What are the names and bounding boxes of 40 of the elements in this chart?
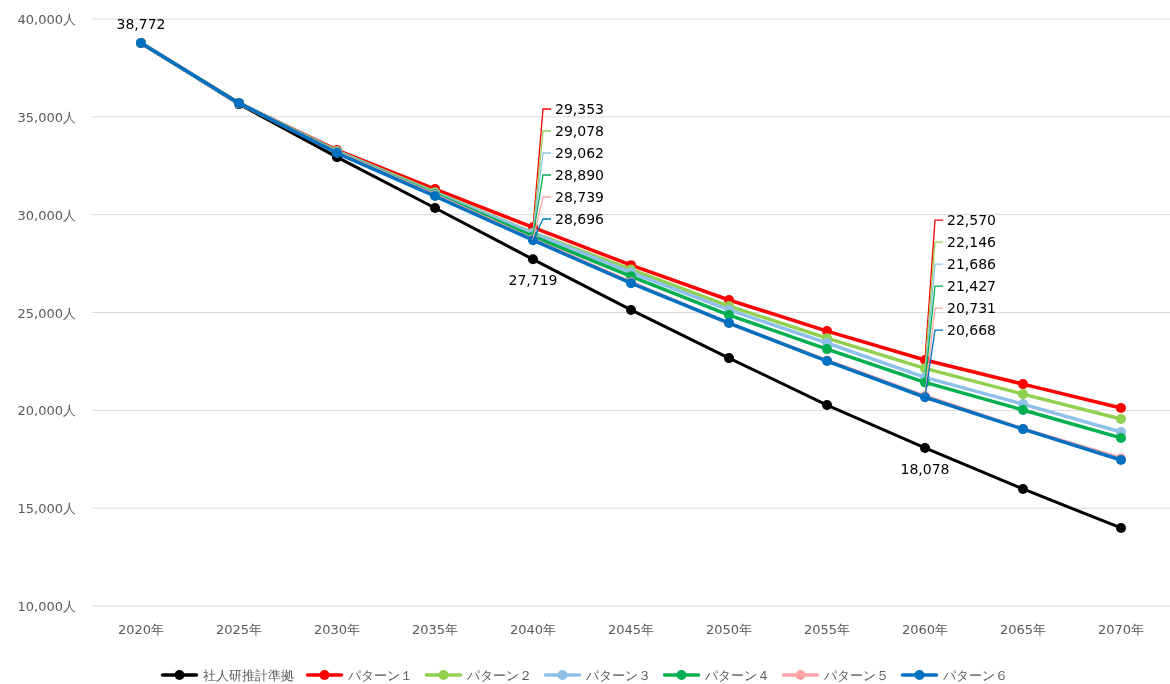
y-tick-label: 40,000人 [17, 12, 76, 27]
data-label: 22,146 [947, 234, 997, 251]
data-label: 28,696 [555, 211, 605, 227]
x-tick-label: 2065年 [999, 622, 1047, 637]
x-tick-label: 2060年 [901, 622, 949, 637]
data-label: 29,353 [555, 101, 604, 117]
x-tick-label: 2020年 [117, 622, 165, 637]
x-tick-label: 2035年 [411, 622, 459, 637]
data-label: 21,686 [947, 256, 997, 273]
x-tick-label: 2025年 [215, 622, 263, 637]
x-tick-label: 2030年 [313, 622, 361, 637]
x-tick-label: 2045年 [607, 622, 655, 637]
y-tick-label: 30,000人 [17, 207, 76, 223]
x-tick-label: 2070年 [1097, 622, 1145, 637]
data-label: 28,890 [555, 167, 604, 183]
legend-label: パターン３ [584, 668, 651, 683]
y-tick-label: 15,000人 [17, 501, 76, 517]
data-label: 29,078 [555, 123, 604, 139]
legend-label: パターン６ [941, 668, 1008, 683]
x-tick-label: 2050年 [705, 622, 753, 637]
data-label: 20,668 [947, 322, 996, 339]
data-label: 20,731 [947, 300, 996, 317]
data-label: 29,062 [555, 145, 604, 161]
x-tick-label: 2055年 [803, 622, 851, 637]
data-label: 21,427 [947, 278, 996, 295]
data-label: 18,078 [900, 460, 950, 477]
y-tick-label: 20,000人 [17, 403, 76, 419]
legend-label: パターン１ [346, 668, 413, 683]
data-label: 28,739 [555, 189, 604, 205]
y-tick-label: 25,000人 [17, 305, 76, 321]
data-label: 38,772 [116, 16, 166, 33]
legend-label: パターン４ [703, 668, 770, 683]
legend-label: パターン２ [465, 668, 532, 683]
y-tick-label: 35,000人 [17, 109, 76, 125]
legend-label: パターン５ [822, 668, 889, 683]
x-tick-label: 2040年 [509, 622, 557, 637]
data-label: 27,719 [508, 272, 558, 289]
legend-label: 社人研推計準拠 [202, 668, 294, 683]
y-tick-label: 10,000人 [17, 599, 76, 614]
data-label: 22,570 [947, 212, 996, 229]
